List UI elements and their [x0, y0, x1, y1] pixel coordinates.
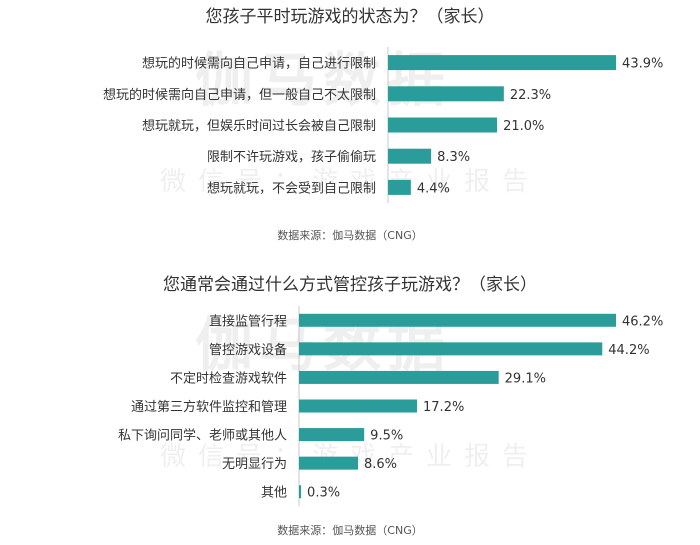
c2-category-label-2: 不定时检查游戏软件	[170, 371, 287, 386]
c1-bar-3	[388, 148, 432, 164]
c2-category-label-3: 通过第三方软件监控和管理	[131, 399, 287, 415]
c2-bar-3	[299, 399, 418, 413]
c1-bar-1	[388, 86, 504, 102]
c2-value-label-2: 29.1%	[505, 371, 546, 386]
chart-1: 您孩子平时玩游戏的状态为？（家长） 想玩的时候需向自己申请，自己进行限制 43.9…	[103, 7, 663, 242]
c2-value-label-5: 8.6%	[364, 457, 397, 472]
c2-value-label-3: 17.2%	[423, 400, 464, 415]
c1-category-label-2: 想玩就玩，但娱乐时间过长会被自己限制	[142, 118, 376, 134]
c1-bar-2	[388, 117, 498, 133]
c2-category-label-6: 其他	[261, 486, 287, 501]
c1-bar-0	[388, 55, 617, 71]
chart-1-title: 您孩子平时玩游戏的状态为？（家长）	[206, 7, 495, 27]
c1-value-label-1: 22.3%	[510, 88, 551, 103]
c1-category-label-4: 想玩就玩，不会受到自己限制	[207, 180, 376, 196]
c2-category-label-0: 直接监管行程	[209, 313, 287, 329]
c2-bar-4	[299, 428, 365, 442]
c1-value-label-0: 43.9%	[622, 57, 663, 72]
c2-value-label-6: 0.3%	[307, 486, 340, 501]
c2-bar-1	[299, 342, 603, 356]
c1-category-label-1: 想玩的时候需向自己申请，但一般自己不太限制	[103, 87, 376, 103]
c2-value-label-0: 46.2%	[622, 314, 663, 329]
chart-2-bars: 直接监管行程 46.2% 管控游戏设备 44.2% 不定时检查游戏软件 29.1% 通过第三…	[118, 313, 663, 500]
chart-2-source: 数据来源：伽马数据（CNG）	[277, 523, 422, 537]
c2-bar-5	[299, 456, 359, 470]
chart-2-title: 您通常会通过什么方式管控孩子玩游戏？（家长）	[163, 275, 537, 295]
c2-category-label-5: 无明显行为	[222, 457, 287, 472]
watermark-subtext-1: 微信号：游戏产业报告	[160, 167, 540, 197]
c1-value-label-2: 21.0%	[503, 119, 544, 134]
c1-category-label-0: 想玩的时候需向自己申请，自己进行限制	[142, 56, 376, 72]
chart-1-bars: 想玩的时候需向自己申请，自己进行限制 43.9% 想玩的时候需向自己申请，但一般自己…	[103, 55, 663, 196]
c2-category-label-1: 管控游戏设备	[209, 342, 287, 358]
c2-bar-2	[299, 370, 499, 384]
c2-value-label-4: 9.5%	[370, 429, 403, 444]
c2-bar-0	[299, 313, 616, 327]
c1-value-label-3: 8.3%	[437, 150, 470, 165]
c1-bar-4	[388, 179, 411, 195]
c2-value-label-1: 44.2%	[608, 343, 649, 358]
c1-value-label-4: 4.4%	[417, 181, 450, 196]
chart-1-source: 数据来源：伽马数据（CNG）	[277, 228, 422, 242]
c1-category-label-3: 限制不许玩游戏，孩子偷偷玩	[207, 150, 376, 165]
c2-bar-6	[299, 485, 302, 499]
chart-2: 您通常会通过什么方式管控孩子玩游戏？（家长） 直接监管行程 46.2% 管控游戏设备…	[118, 275, 663, 537]
c2-category-label-4: 私下询问同学、老师或其他人	[118, 428, 287, 444]
